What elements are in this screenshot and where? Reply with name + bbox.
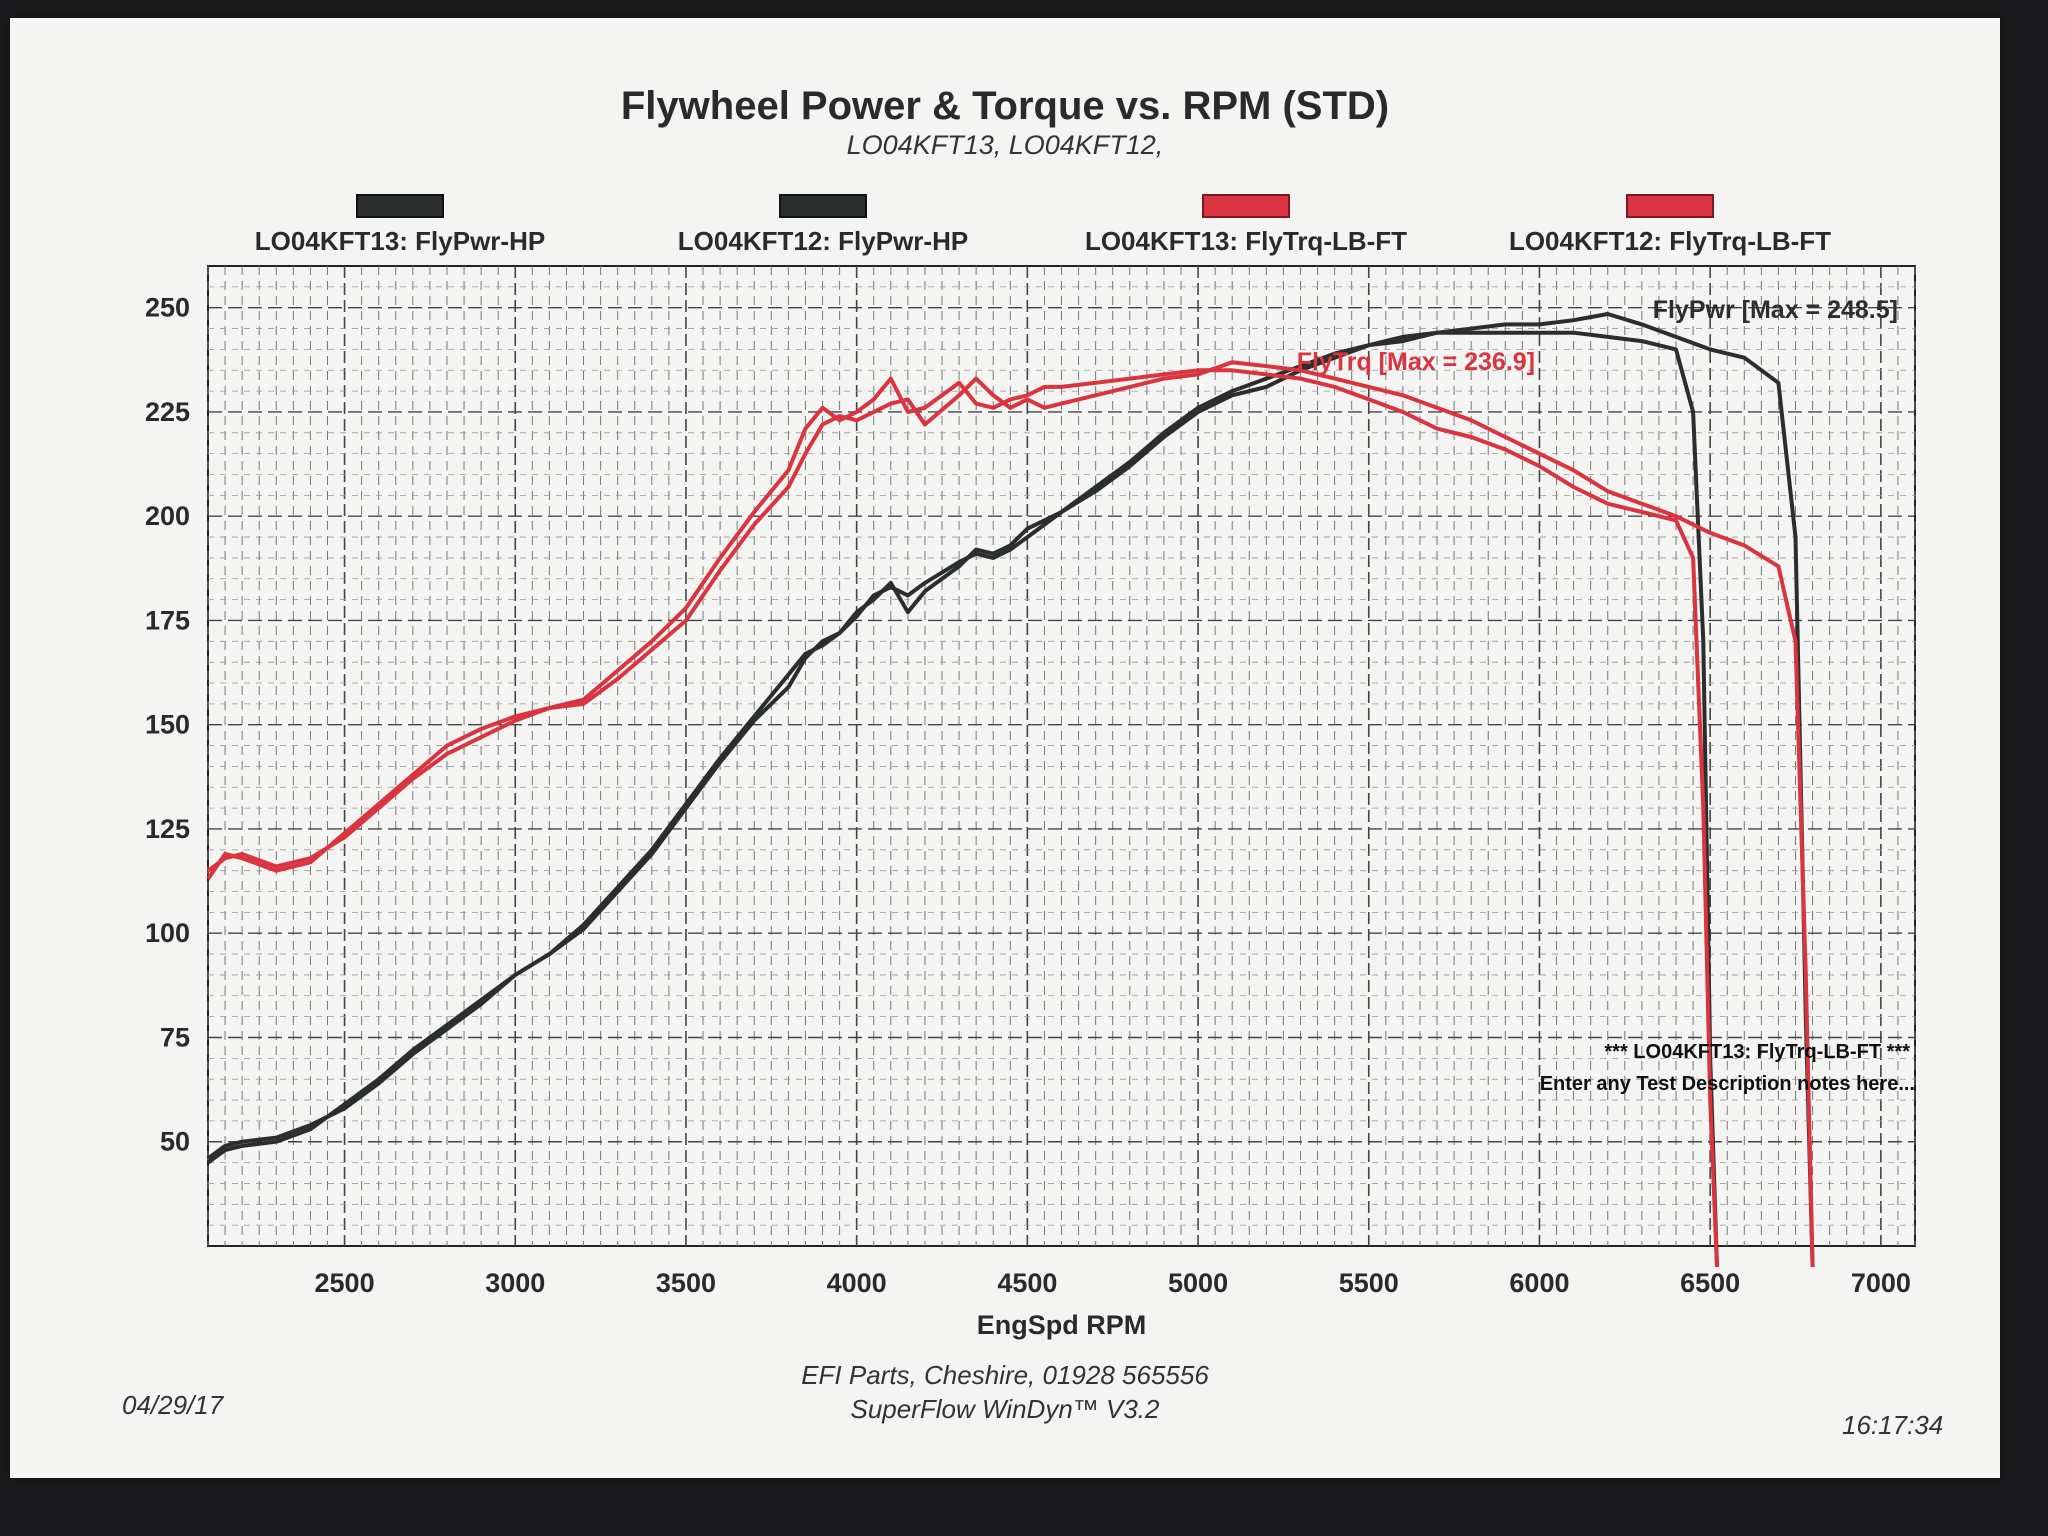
y-tick-label: 125: [145, 814, 190, 844]
legend-item-power-13: LO04KFT13: FlyPwr-HP: [180, 194, 620, 257]
series-line-2: [206, 312, 1815, 1267]
legend-item-torque-12: LO04KFT12: FlyTrq-LB-FT: [1450, 194, 1890, 257]
annotation-torque-max: FlyTrq [Max = 236.9]: [1297, 348, 1535, 376]
y-tick-label: 100: [145, 918, 190, 948]
annotation-power-max: FlyPwr [Max = 248.5]: [1653, 296, 1898, 324]
x-tick-label: 7000: [1851, 1268, 1911, 1298]
x-tick-label: 3500: [656, 1268, 716, 1298]
legend-label: LO04KFT12: FlyPwr-HP: [677, 226, 969, 256]
x-tick-label: 5500: [1339, 1268, 1399, 1298]
footer-software: SuperFlow WinDyn™ V3.2: [850, 1394, 1160, 1424]
series-line-1: [206, 330, 1719, 1267]
y-tick-label: 75: [160, 1022, 190, 1052]
legend-item-power-12: LO04KFT12: FlyPwr-HP: [603, 194, 1043, 257]
legend-swatch: [356, 194, 444, 218]
y-tick-label: 150: [145, 710, 190, 740]
x-tick-label: 4000: [827, 1268, 887, 1298]
y-tick-label: 225: [145, 397, 190, 427]
series-line-4: [206, 360, 1815, 1267]
chart-title: Flywheel Power & Torque vs. RPM (STD): [620, 84, 1390, 128]
dyno-printout: Flywheel Power & Torque vs. RPM (STD) LO…: [10, 18, 2000, 1478]
footer-time: 16:17:34: [1842, 1410, 1944, 1440]
legend-item-torque-13: LO04KFT13: FlyTrq-LB-FT: [1026, 194, 1466, 257]
chart-subtitle: LO04KFT13, LO04KFT12,: [846, 130, 1164, 160]
x-tick-label: 6500: [1680, 1268, 1740, 1298]
legend-label: LO04KFT12: FlyTrq-LB-FT: [1508, 226, 1832, 256]
y-tick-label: 200: [145, 501, 190, 531]
legend-swatch: [1202, 194, 1290, 218]
legend-swatch: [779, 194, 867, 218]
annotation-test-name: *** LO04KFT13: FlyTrq-LB-FT ***: [1604, 1041, 1910, 1063]
y-tick-label: 50: [160, 1127, 190, 1157]
dyno-chart: 2500 3000 3500 4000 4500 5000 5500 6000 6500 7000…: [145, 265, 1916, 1340]
legend-label: LO04KFT13: FlyTrq-LB-FT: [1084, 226, 1408, 256]
x-axis-label: EngSpd RPM: [977, 1310, 1147, 1340]
y-tick-label: 175: [145, 605, 190, 635]
legend-swatch: [1626, 194, 1714, 218]
annotation-notes: Enter any Test Description notes here...: [1540, 1073, 1915, 1095]
legend-label: LO04KFT13: FlyPwr-HP: [254, 226, 546, 256]
x-tick-label: 5000: [1168, 1268, 1228, 1298]
x-tick-label: 3000: [485, 1268, 545, 1298]
footer-date: 04/29/17: [122, 1390, 224, 1420]
x-tick-label: 2500: [315, 1268, 375, 1298]
x-tick-label: 4500: [997, 1268, 1057, 1298]
footer-company: EFI Parts, Cheshire, 01928 565556: [801, 1360, 1209, 1390]
series-line-3: [206, 368, 1719, 1267]
y-tick-label: 250: [145, 293, 190, 323]
x-tick-label: 6000: [1509, 1268, 1569, 1298]
